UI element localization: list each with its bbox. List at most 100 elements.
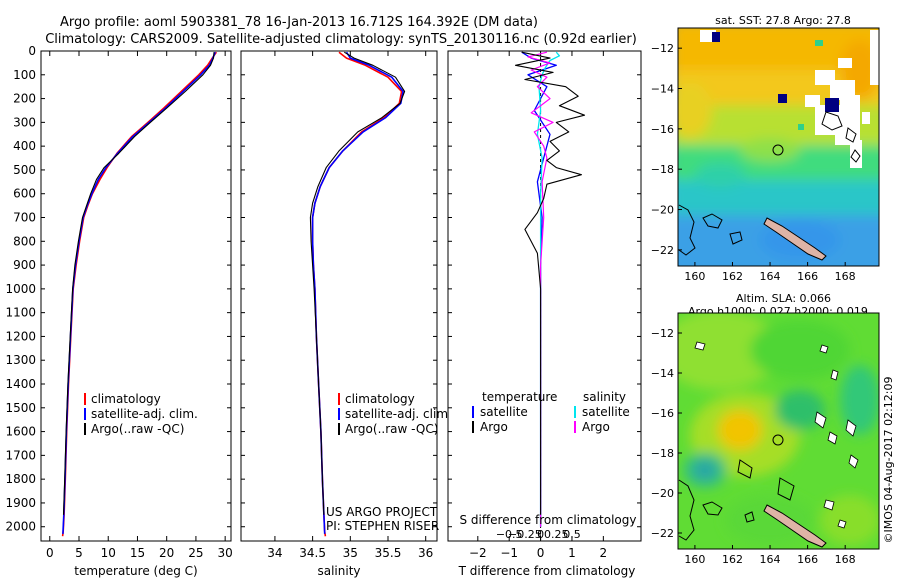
pressure-tick-group: 0 100 200 300 400 500 600 700 800 900 1000 1100 1200… xyxy=(5,44,36,534)
s-difference-tick-label: −0.5 xyxy=(496,528,523,541)
project-annotation-line2: PI: STEPHEN RISER xyxy=(326,519,439,533)
y-tick-label: 1300 xyxy=(5,353,36,367)
x-tick-label: 34.5 xyxy=(299,546,326,560)
argo-position-marker xyxy=(772,144,784,156)
sla-map-panel: Altim. SLA: 0.066 Argo h1000: 0.027 h200… xyxy=(651,292,880,566)
difference-axes-frame xyxy=(447,50,642,542)
t-difference-xlabel: T difference from climatology xyxy=(458,564,636,578)
figure-title-line2: Climatology: CARS2009. Satellite-adjuste… xyxy=(45,32,637,47)
salinity-panel: 34 34.5 35 35.5 36 climatology satellite-adj… xyxy=(240,50,452,578)
s-difference-tick-label: −0.25 xyxy=(508,528,542,541)
x-tick-label: 34 xyxy=(267,546,282,560)
x-tick-label: 35.5 xyxy=(375,546,402,560)
new-caledonia-island xyxy=(763,504,827,548)
salinity-xlabel: salinity xyxy=(317,564,360,578)
new-caledonia-island xyxy=(763,217,827,261)
map-y-tick-label: −20 xyxy=(651,204,674,217)
y-tick-label: 1000 xyxy=(5,282,36,296)
map-y-tick-label: −16 xyxy=(651,123,674,136)
sst-map-panel: sat. SST: 27.8 Argo: 27.8 xyxy=(651,14,880,283)
sla-island-outlines xyxy=(694,341,859,529)
legend-label-s-satellite: satellite xyxy=(582,405,630,419)
sst-map-ticks: 160 162 164 166 168 −12 −14 −16 −18 −20 −22 xyxy=(651,42,856,283)
x-tick-label: 0 xyxy=(537,546,545,560)
temperature-tick-group: 0 5 10 15 20 25 30 xyxy=(41,50,233,560)
y-tick-label: 100 xyxy=(13,68,36,82)
map-x-tick-label: 160 xyxy=(684,270,705,283)
sla-map-frame xyxy=(677,312,880,550)
y-tick-label: 1900 xyxy=(5,496,36,510)
x-tick-label: 5 xyxy=(75,546,83,560)
salinity-axes-frame xyxy=(240,50,438,542)
map-y-tick-label: −14 xyxy=(651,83,674,96)
x-tick-label: 15 xyxy=(130,546,145,560)
s-difference-tick-label: 0 xyxy=(537,528,544,541)
map-x-tick-label: 162 xyxy=(722,553,743,566)
y-tick-label: 1800 xyxy=(5,472,36,486)
map-y-tick-label: −16 xyxy=(651,407,674,420)
map-y-tick-label: −14 xyxy=(651,367,674,380)
x-tick-label: 36 xyxy=(418,546,433,560)
y-tick-label: 500 xyxy=(13,163,36,177)
series-line-argo xyxy=(62,52,215,515)
map-y-tick-label: −12 xyxy=(651,42,674,55)
temperature-axes-frame xyxy=(40,50,232,542)
legend-label-argo: Argo(..raw -QC) xyxy=(345,422,438,436)
map-y-tick-label: −12 xyxy=(651,327,674,340)
map-x-tick-label: 168 xyxy=(835,270,856,283)
figure-title-line1: Argo profile: aoml 5903381_78 16-Jan-201… xyxy=(60,15,538,30)
y-tick-label: 0 xyxy=(28,44,36,58)
difference-panel: −2 −1 0 1 2 temperature salinity satellite A… xyxy=(447,50,642,578)
difference-series-group xyxy=(514,51,586,541)
difference-tick-group: −2 −1 0 1 2 xyxy=(448,50,641,560)
s-difference-tick-group: −0.5−0.250 0.250.5 xyxy=(496,528,581,541)
y-tick-label: 1200 xyxy=(5,329,36,343)
map-x-tick-label: 162 xyxy=(722,270,743,283)
map-y-tick-label: −22 xyxy=(651,244,674,257)
x-tick-label: 1 xyxy=(568,546,576,560)
x-tick-label: 35 xyxy=(343,546,358,560)
map-y-tick-label: −18 xyxy=(651,163,674,176)
legend-label-satellite: satellite-adj. clim. xyxy=(91,407,198,421)
x-tick-label: 30 xyxy=(218,546,233,560)
legend-label-t-argo: Argo xyxy=(480,420,508,434)
map-x-tick-label: 160 xyxy=(684,553,705,566)
series-line-t-argo xyxy=(514,51,586,515)
sla-map-title-line1: Altim. SLA: 0.066 xyxy=(736,292,831,305)
salinity-series-group xyxy=(309,51,406,537)
s-difference-label: S difference from climatology xyxy=(460,513,637,527)
salinity-tick-group: 34 34.5 35 35.5 36 xyxy=(241,50,437,560)
legend-label-s-argo: Argo xyxy=(582,420,610,434)
y-tick-label: 900 xyxy=(13,258,36,272)
temperature-legend: climatology satellite-adj. clim. Argo(..… xyxy=(84,392,198,436)
legend-label-climatology: climatology xyxy=(345,392,415,406)
sst-map-frame xyxy=(677,27,880,267)
s-difference-tick-label: 0.5 xyxy=(563,528,581,541)
difference-legend: temperature salinity satellite Argo sate… xyxy=(472,390,630,434)
map-x-tick-label: 164 xyxy=(760,270,781,283)
y-tick-label: 800 xyxy=(13,234,36,248)
legend-label-climatology: climatology xyxy=(91,392,161,406)
s-difference-tick-label: 0.25 xyxy=(544,528,569,541)
x-tick-label: 2 xyxy=(600,546,608,560)
coastlines xyxy=(678,111,861,256)
map-x-tick-label: 166 xyxy=(797,270,818,283)
legend-label-argo: Argo(..raw -QC) xyxy=(91,422,184,436)
salinity-legend: climatology satellite-adj. clim. Argo(..… xyxy=(338,392,452,436)
legend-header-temperature: temperature xyxy=(482,390,557,404)
sla-field xyxy=(678,313,879,549)
map-x-tick-label: 168 xyxy=(835,553,856,566)
series-line-argo xyxy=(309,51,406,515)
sst-map-title: sat. SST: 27.8 Argo: 27.8 xyxy=(715,14,851,27)
y-tick-label: 200 xyxy=(13,92,36,106)
map-y-tick-label: −22 xyxy=(651,527,674,540)
project-annotation-line1: US ARGO PROJECT xyxy=(326,505,438,519)
y-tick-label: 1700 xyxy=(5,448,36,462)
x-tick-label: −1 xyxy=(500,546,518,560)
y-tick-label: 1100 xyxy=(5,306,36,320)
temperature-panel: 0100200300400500600700800900100011001200… xyxy=(5,44,232,578)
x-tick-label: 25 xyxy=(188,546,203,560)
imos-timestamp: ©IMOS 04-Aug-2017 02:12:09 xyxy=(882,377,895,544)
x-tick-label: −2 xyxy=(469,546,487,560)
x-tick-label: 10 xyxy=(101,546,116,560)
